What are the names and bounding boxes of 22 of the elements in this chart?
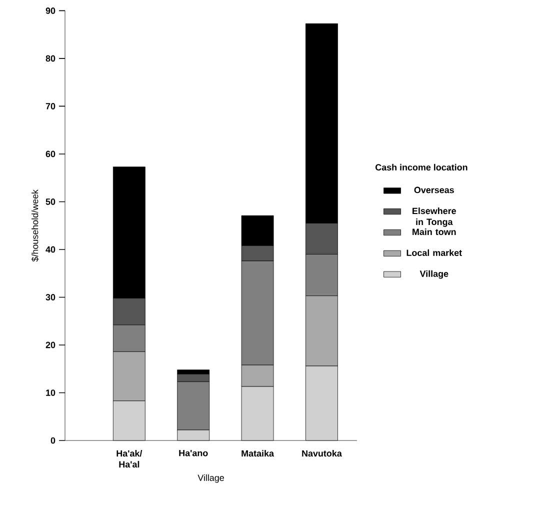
- legend-label: Main town: [412, 228, 456, 236]
- y-tick-label: 20: [46, 342, 56, 348]
- y-tick-label: 70: [46, 103, 56, 110]
- y-tick-label: 60: [46, 150, 56, 158]
- legend-label: Overseas: [414, 186, 454, 194]
- x-tick-label: Ha'ano: [179, 450, 208, 456]
- y-tick-label: 50: [46, 198, 56, 205]
- legend-label: Elsewhere in Tonga: [412, 208, 456, 227]
- y-tick-label: 80: [46, 55, 56, 62]
- y-axis-title: $/household/week: [31, 189, 39, 262]
- legend-title: Cash income location: [376, 164, 468, 171]
- y-tick-label: 10: [46, 390, 56, 396]
- legend-label: Local market: [406, 249, 462, 256]
- x-tick-label: Mataika: [242, 450, 274, 457]
- x-axis-title: Village: [198, 474, 224, 483]
- x-tick-label: Ha'ak/ Ha'al: [116, 450, 142, 468]
- legend-label: Village: [420, 270, 448, 279]
- y-tick-label: 0: [50, 437, 56, 444]
- y-tick-label: 30: [46, 294, 56, 300]
- x-tick-label: Navutoka: [302, 450, 342, 457]
- y-tick-label: 90: [46, 8, 56, 14]
- y-tick-label: 40: [46, 246, 56, 253]
